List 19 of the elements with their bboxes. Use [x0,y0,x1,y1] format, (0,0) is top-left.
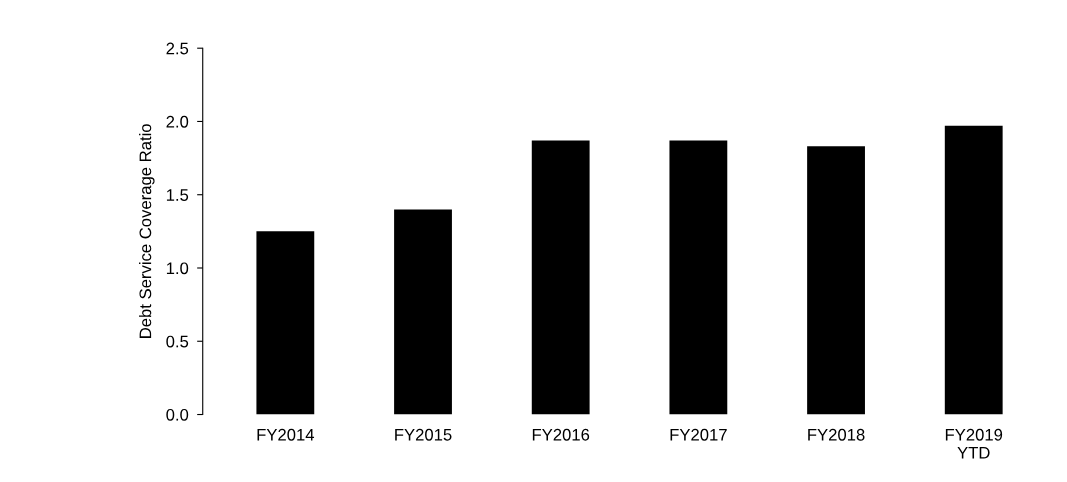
bar [669,140,728,415]
x-tick-label: FY2016 [532,428,590,441]
x-tick-label: FY2018 [808,428,865,441]
y-tick-label: 2.0 [166,115,189,128]
bar [807,146,865,415]
y-tick-label: 0.5 [166,335,189,348]
x-tick-label: FY2015 [395,428,452,441]
x-tick-label: FY2014 [257,428,315,441]
bar [531,140,590,415]
y-tick-label: 2.5 [166,42,189,55]
y-axis-title: Debt Service Coverage Ratio [139,124,155,338]
bar [256,231,315,415]
bar [394,209,452,415]
x-tick-label: FY2017 [670,428,727,441]
y-tick-label: 1.5 [166,189,189,201]
bar [944,125,1003,415]
y-tick-label: 1.0 [166,262,189,275]
y-tick-label: 0.0 [166,408,189,421]
x-tick-label: FY2019 YTD [945,428,1003,459]
